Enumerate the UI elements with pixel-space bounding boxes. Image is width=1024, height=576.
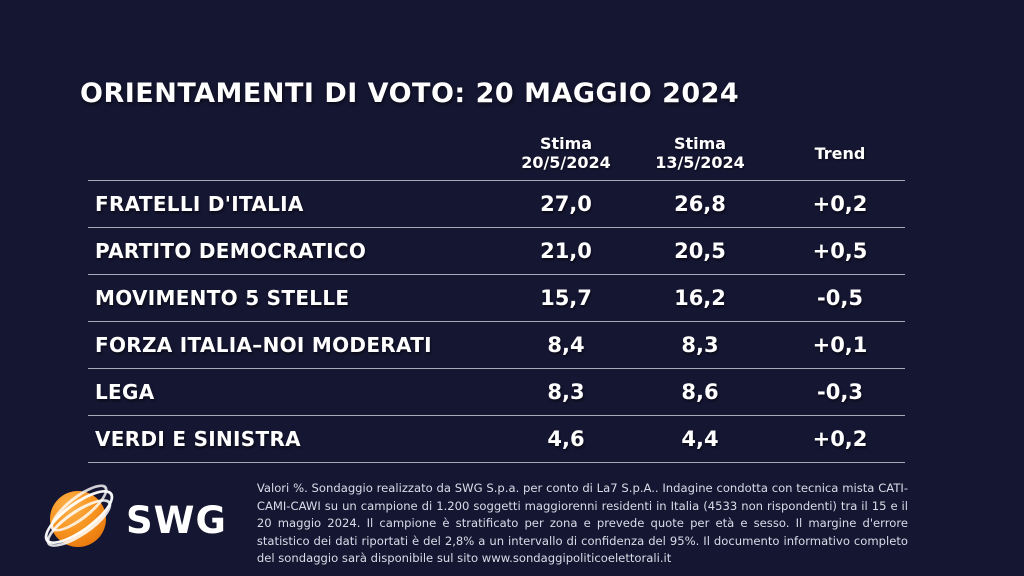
page-title: ORIENTAMENTI DI VOTO: 20 MAGGIO 2024: [80, 78, 740, 109]
poll-results-table: Stima 20/5/2024 Stima 13/5/2024 Trend FR…: [88, 125, 905, 463]
party-name: PARTITO DEMOCRATICO: [95, 239, 367, 263]
header-stima-previous: Stima 13/5/2024: [625, 134, 775, 172]
header-trend: Trend: [814, 143, 866, 163]
party-name: FORZA ITALIA–NOI MODERATI: [95, 333, 432, 357]
party-name: LEGA: [95, 380, 155, 404]
trend-value: +0,2: [812, 192, 868, 216]
table-row: MOVIMENTO 5 STELLE 15,7 16,2 -0,5: [88, 275, 905, 322]
header-stima-current-line1: Stima: [539, 133, 593, 153]
stima-previous-value: 8,6: [681, 380, 719, 404]
header-stima-current: Stima 20/5/2024: [507, 134, 625, 172]
stima-current-value: 8,3: [547, 380, 585, 404]
stima-previous-value: 8,3: [681, 333, 719, 357]
header-stima-previous-line1: Stima: [673, 133, 727, 153]
stima-current-value: 21,0: [540, 239, 592, 263]
header-stima-current-line2: 20/5/2024: [521, 152, 611, 172]
party-name: FRATELLI D'ITALIA: [95, 192, 304, 216]
swg-logo: SWG: [37, 476, 227, 556]
header-stima-previous-line2: 13/5/2024: [655, 152, 745, 172]
trend-value: -0,5: [817, 286, 863, 310]
stima-current-value: 15,7: [540, 286, 592, 310]
party-name: VERDI E SINISTRA: [95, 427, 301, 451]
table-row: LEGA 8,3 8,6 -0,3: [88, 369, 905, 416]
stima-current-value: 8,4: [547, 333, 585, 357]
table-row: FORZA ITALIA–NOI MODERATI 8,4 8,3 +0,1: [88, 322, 905, 369]
table-header-row: Stima 20/5/2024 Stima 13/5/2024 Trend: [88, 125, 905, 181]
table-row: PARTITO DEMOCRATICO 21,0 20,5 +0,5: [88, 228, 905, 275]
stima-previous-value: 4,4: [681, 427, 719, 451]
footer: SWG Valori %. Sondaggio realizzato da SW…: [37, 476, 908, 568]
trend-value: +0,2: [812, 427, 868, 451]
party-name: MOVIMENTO 5 STELLE: [95, 286, 350, 310]
stima-previous-value: 26,8: [674, 192, 726, 216]
table-row: FRATELLI D'ITALIA 27,0 26,8 +0,2: [88, 181, 905, 228]
swg-logo-text: SWG: [126, 498, 227, 542]
swg-globe-icon: [37, 476, 121, 556]
stima-previous-value: 20,5: [674, 239, 726, 263]
stima-current-value: 4,6: [547, 427, 585, 451]
table-row: VERDI E SINISTRA 4,6 4,4 +0,2: [88, 416, 905, 463]
stima-previous-value: 16,2: [674, 286, 726, 310]
trend-value: +0,5: [812, 239, 868, 263]
trend-value: -0,3: [817, 380, 863, 404]
stima-current-value: 27,0: [540, 192, 592, 216]
methodology-disclaimer: Valori %. Sondaggio realizzato da SWG S.…: [256, 481, 908, 566]
trend-value: +0,1: [812, 333, 868, 357]
